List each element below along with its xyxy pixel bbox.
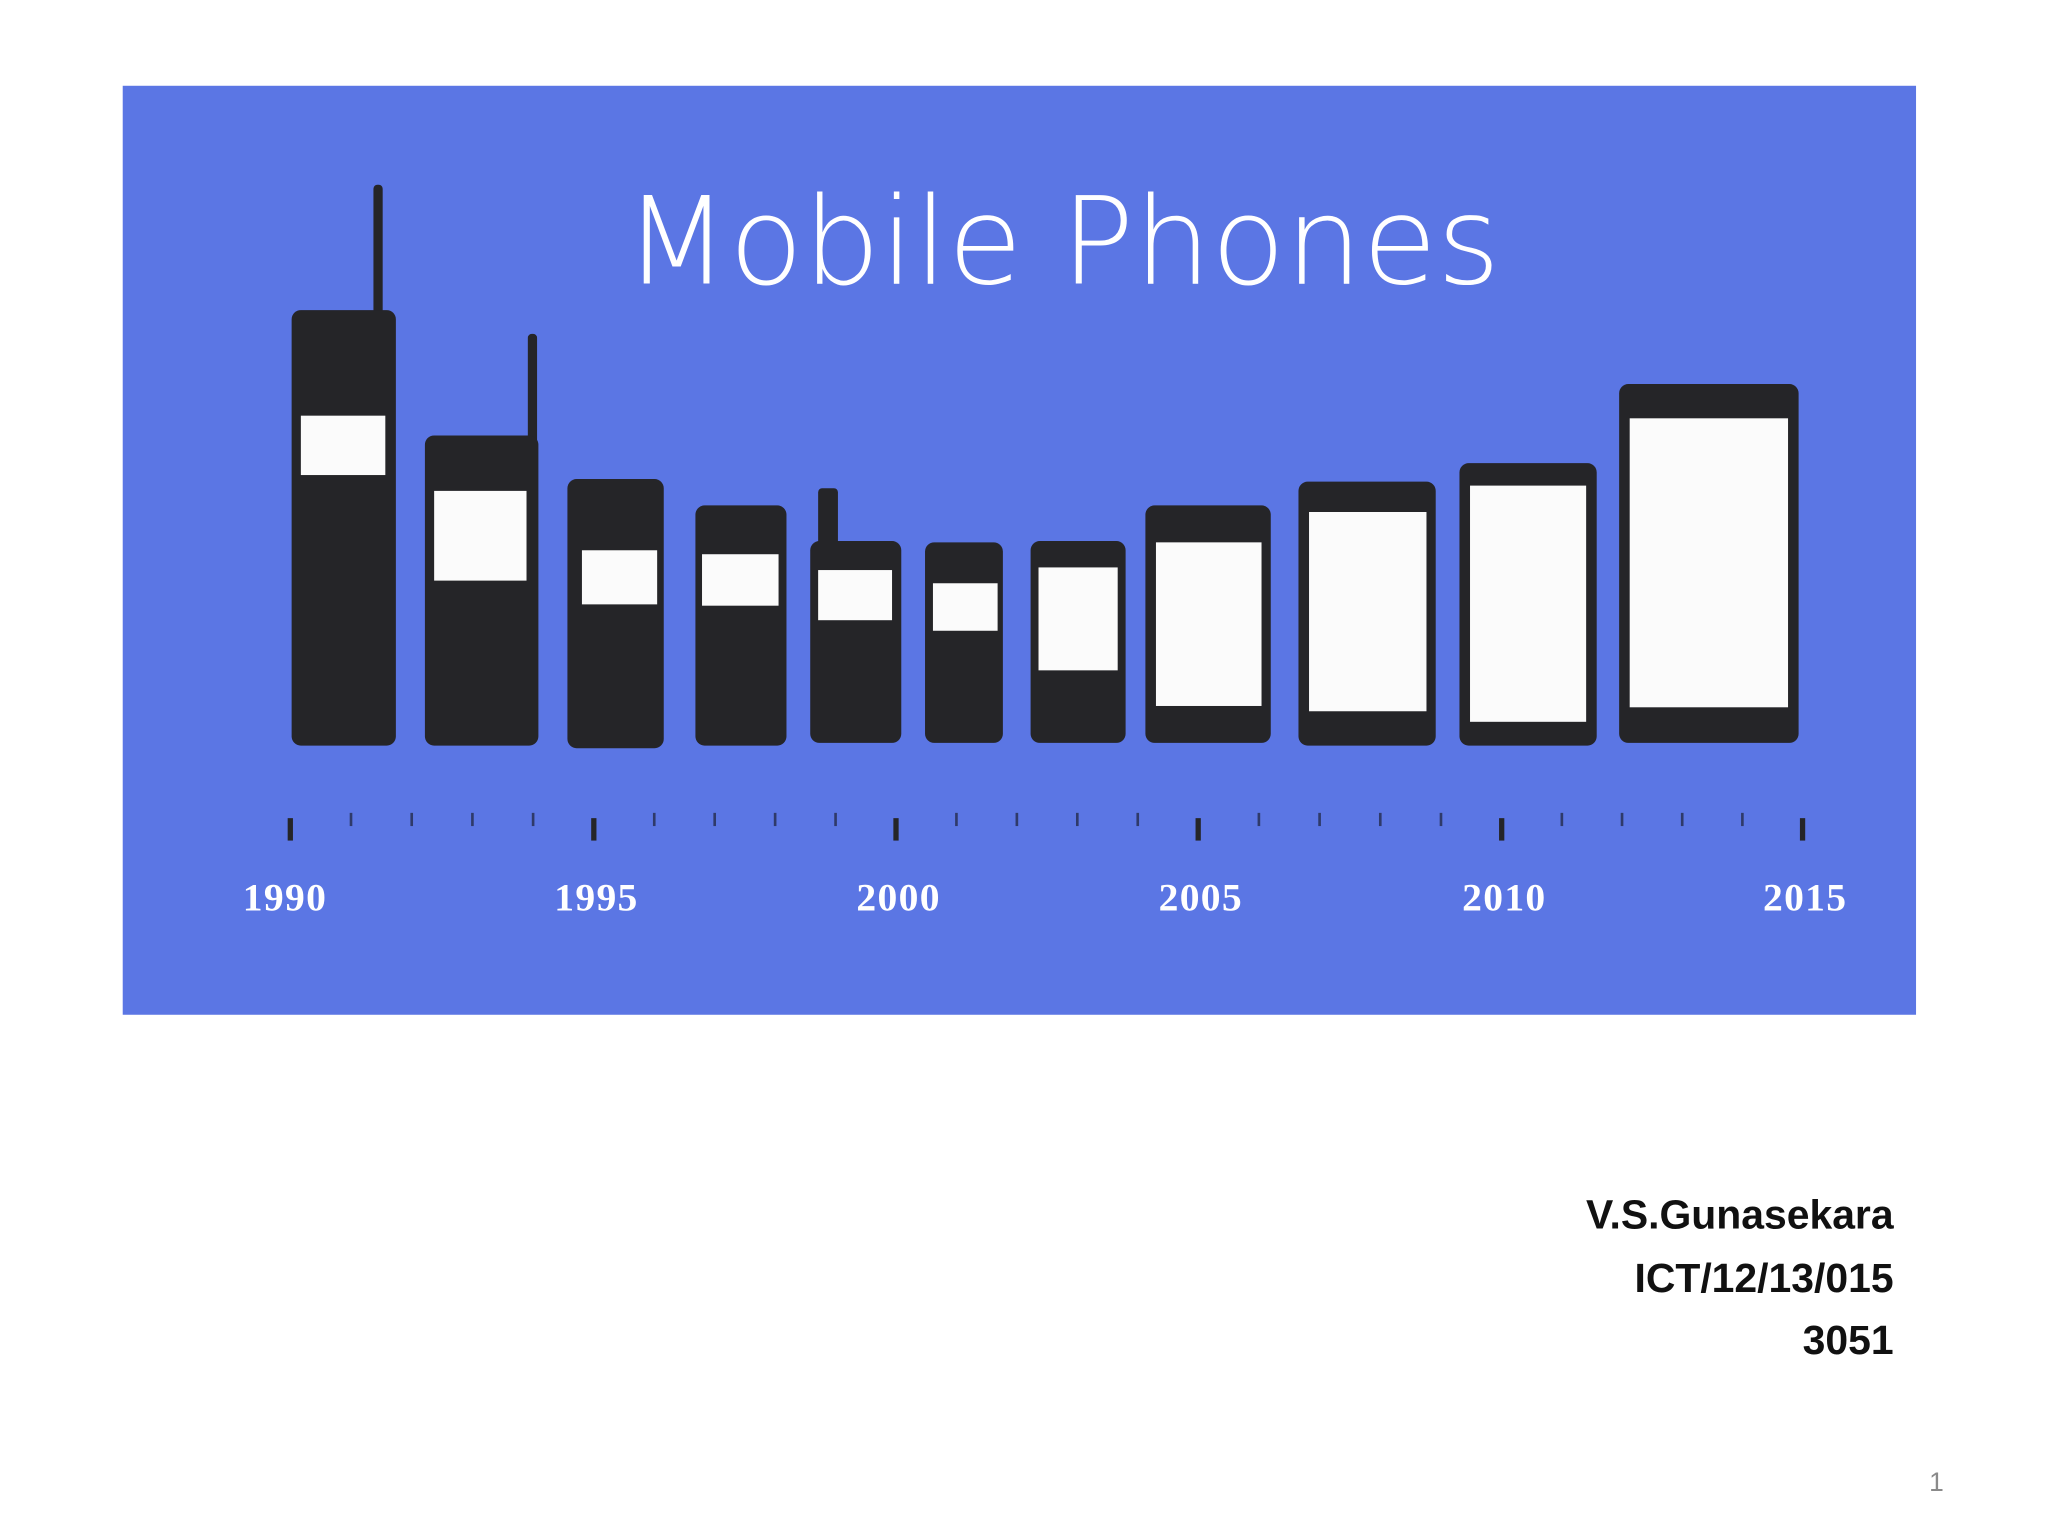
minor-tick	[1318, 812, 1321, 827]
minor-tick	[1439, 812, 1443, 827]
major-tick	[287, 818, 293, 841]
major-tick	[1799, 818, 1806, 841]
phone-body	[291, 310, 396, 746]
phones	[291, 184, 1799, 749]
minor-tick	[1680, 812, 1684, 827]
minor-tick	[1015, 812, 1019, 827]
major-tick	[591, 818, 597, 841]
phone-screen	[1309, 512, 1427, 712]
phone-body	[925, 542, 1003, 743]
year-label: 1995	[554, 876, 638, 920]
year-label: 2015	[1763, 876, 1847, 920]
minor-tick	[471, 812, 474, 827]
phone-screen	[581, 550, 658, 605]
minor-tick	[834, 812, 837, 827]
minor-tick	[349, 812, 353, 827]
phone-screen	[932, 583, 998, 631]
phone-body	[567, 479, 664, 749]
phone-screen	[1038, 567, 1118, 671]
major-tick	[1195, 818, 1201, 841]
minor-tick	[410, 812, 414, 827]
year-label: 2010	[1462, 876, 1546, 920]
phone-body	[424, 435, 539, 746]
author-name: V.S.Gunasekara	[1586, 1192, 1894, 1238]
year-label: 2000	[856, 876, 940, 920]
picture-background	[122, 85, 1917, 1015]
minor-tick	[1257, 812, 1261, 827]
author-number: 3051	[1803, 1317, 1894, 1363]
minor-tick	[1620, 812, 1624, 827]
minor-tick	[773, 812, 777, 827]
minor-tick	[1075, 812, 1079, 827]
phone-screen	[702, 554, 779, 606]
slide-title: Mobile Phones	[624, 171, 1500, 313]
minor-tick	[1136, 812, 1140, 827]
year-label: 1990	[243, 876, 327, 920]
minor-tick	[1741, 812, 1744, 827]
phone-screen	[434, 490, 527, 581]
author-id: ICT/12/13/015	[1634, 1255, 1893, 1301]
phone-screen	[1155, 542, 1262, 706]
phone-screen	[1629, 418, 1789, 708]
major-tick	[1499, 818, 1505, 841]
phone-antenna	[818, 488, 838, 555]
phone-screen	[818, 570, 893, 621]
phone-screen	[1470, 485, 1587, 722]
major-tick	[893, 818, 899, 841]
minor-tick	[1560, 812, 1564, 827]
phone-body	[695, 505, 787, 746]
minor-tick	[1378, 812, 1382, 827]
minor-tick	[652, 812, 656, 827]
phone-screen	[300, 415, 386, 476]
minor-tick	[955, 812, 958, 827]
minor-tick	[531, 812, 535, 827]
timeline-ticks	[287, 812, 1806, 841]
year-label: 2005	[1159, 876, 1243, 920]
phone-antenna	[373, 184, 383, 317]
timeline-labels: 1990 1995 2000 2005 2010 2015	[243, 876, 1847, 920]
phone-antenna	[527, 333, 538, 449]
minor-tick	[713, 812, 717, 827]
page-number: 1	[1929, 1467, 1944, 1497]
